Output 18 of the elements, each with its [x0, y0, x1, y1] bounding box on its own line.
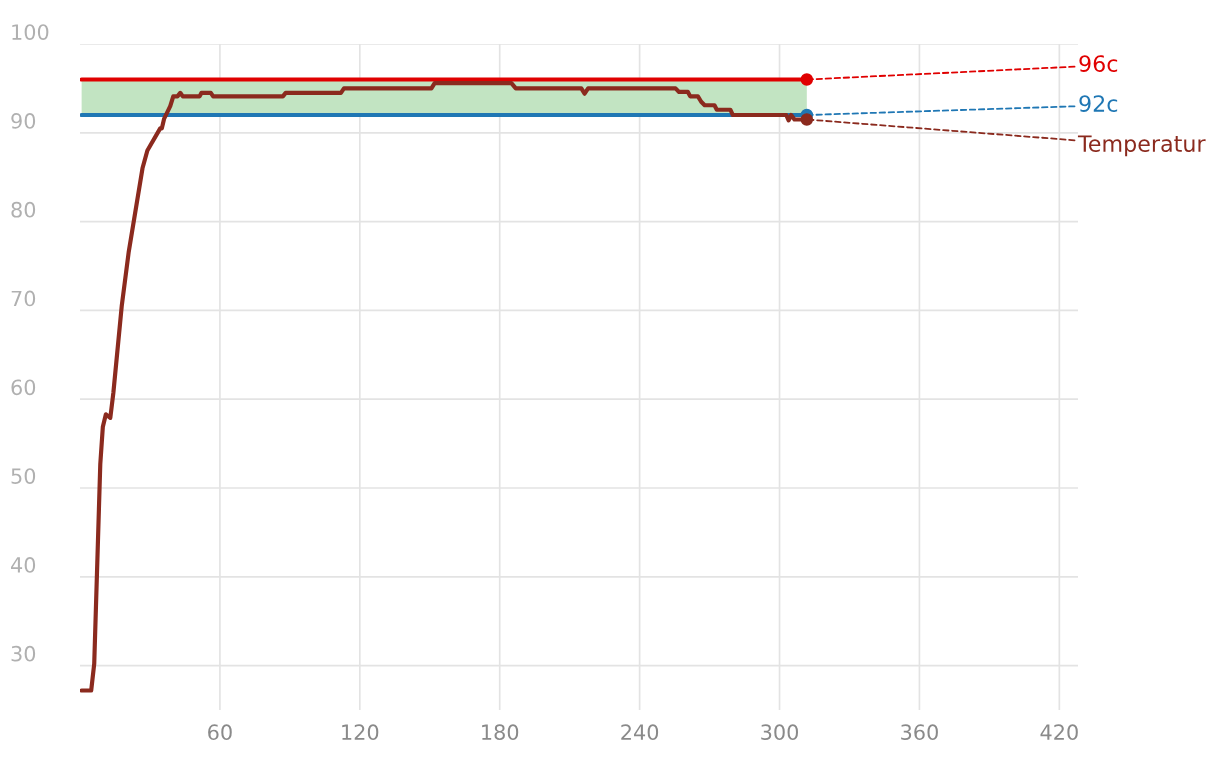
y-tick-label: 50 [11, 468, 36, 484]
text: 96c [1079, 55, 1118, 72]
y-tick-label: 100 [12, 24, 49, 40]
text: Temperatur [1077, 135, 1206, 157]
x-tick-label: 240 [621, 724, 659, 741]
y-tick-label: 30 [11, 645, 36, 662]
x-tick-label: 420 [1040, 724, 1078, 741]
y-tick-label: 40 [11, 557, 36, 573]
y-tick-label: 80 [11, 201, 36, 218]
y-tick-label: 90 [11, 113, 36, 129]
x-tick-label: 120 [342, 724, 379, 741]
x-tick-label: 60 [208, 724, 232, 741]
text: 92c [1079, 95, 1118, 112]
x-tick-label: 300 [761, 724, 799, 741]
y-tick-label: 70 [11, 290, 36, 307]
x-tick-label: 180 [482, 724, 519, 741]
x-tick-label: 360 [901, 724, 938, 741]
y-tick-label: 60 [11, 379, 36, 396]
